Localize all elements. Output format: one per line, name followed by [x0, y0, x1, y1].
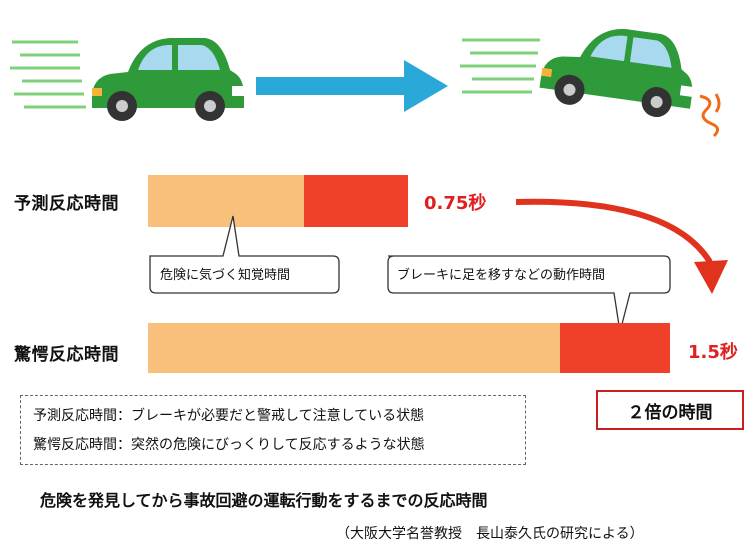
speed-lines-icon: [460, 38, 540, 94]
surprise-time: 1.5秒: [688, 342, 738, 363]
car-illustration: [10, 29, 721, 138]
right-arrow-icon: [256, 60, 448, 112]
skid-mark-icon: [699, 93, 721, 138]
perception-bubble-text: 危険に気づく知覚時間: [160, 268, 291, 283]
surprise-action-segment: [560, 323, 670, 373]
braking-car-icon: [539, 29, 694, 118]
source-credit: （大阪大学名誉教授 長山泰久氏の研究による）: [336, 526, 644, 542]
diagram-caption: 危険を発見してから事故回避の運転行動をするまでの反応時間: [40, 491, 488, 510]
surprise-reaction-label: 驚愕反応時間: [14, 345, 119, 365]
predictive-reaction-label: 予測反応時間: [14, 194, 119, 214]
predictive-perception-segment: [148, 175, 304, 227]
definitions-box: 予測反応時間：ブレーキが必要だと警戒して注意している状態 驚愕反応時間：突然の危…: [20, 395, 526, 465]
surprise-bar: [148, 323, 670, 373]
definition-predictive: 予測反応時間：ブレーキが必要だと警戒して注意している状態: [33, 408, 425, 424]
moving-car-icon: [92, 38, 244, 121]
curved-arrow-icon: [515, 198, 728, 294]
surprise-perception-segment: [148, 323, 561, 373]
speed-lines-icon: [10, 40, 86, 109]
double-time-box: ２倍の時間: [596, 390, 744, 430]
predictive-action-segment: [304, 175, 408, 227]
predictive-time: 0.75秒: [424, 193, 487, 214]
perception-bubble: [149, 215, 340, 294]
action-bubble-text: ブレーキに足を移すなどの動作時間: [397, 268, 606, 283]
definition-surprise: 驚愕反応時間：突然の危険にびっくりして反応するような状態: [33, 437, 425, 453]
predictive-bar: [148, 175, 408, 227]
